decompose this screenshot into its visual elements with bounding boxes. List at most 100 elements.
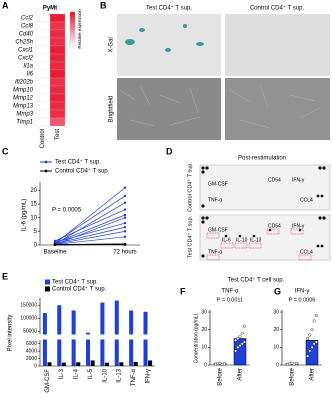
blot <box>199 214 331 261</box>
row-label: Mmp12 <box>13 96 34 102</box>
heatmap-cell <box>49 45 66 55</box>
y-axis-label: Concentration (pg/mL) <box>193 313 199 363</box>
bar <box>100 302 105 366</box>
heatmap-cell <box>49 109 66 119</box>
point <box>308 349 312 353</box>
heatmap-cell <box>34 53 51 63</box>
blot-label: IFN-γ <box>292 223 305 229</box>
blot-label: CCL4 <box>300 249 313 255</box>
heatmap-cell <box>49 21 66 31</box>
y-tick-label: 10 <box>30 215 37 221</box>
point <box>123 216 127 219</box>
highlight-box <box>290 228 304 235</box>
y-axis-label: IL-6 (pg/mL) <box>22 199 28 232</box>
bar <box>42 313 47 366</box>
y-tick-label: 50000 <box>23 329 37 335</box>
bar <box>104 362 109 366</box>
line <box>54 231 126 245</box>
y-tick-label: 0 <box>204 362 207 368</box>
heatmap-cell <box>34 109 51 119</box>
row-label: Mmp3 <box>16 112 33 118</box>
panel-letter: G <box>274 286 281 296</box>
annotation: P = 0.0011 <box>217 297 243 303</box>
point <box>310 345 314 349</box>
line <box>54 195 126 243</box>
heatmap-cell <box>49 69 66 79</box>
row-label: Cxcl2 <box>18 56 34 62</box>
line <box>54 222 126 243</box>
colorbar <box>69 11 76 47</box>
y-tick-label: 15 <box>30 202 37 208</box>
point <box>238 344 242 348</box>
point <box>236 337 240 341</box>
panel-title: Post-restimulation <box>238 156 286 162</box>
image <box>117 78 221 140</box>
colorbar-label: Relative expression <box>77 9 82 49</box>
heatmap-cell <box>34 85 51 95</box>
blot-label: TNF-α <box>208 249 222 255</box>
y-tick-label: 10 <box>201 345 207 351</box>
image <box>117 14 221 76</box>
bar <box>114 300 119 366</box>
point <box>242 324 246 328</box>
bar <box>133 361 138 366</box>
line <box>54 226 126 244</box>
row-label: Ifi202b <box>15 80 34 86</box>
point <box>312 319 316 323</box>
point <box>242 340 246 344</box>
point <box>238 335 242 339</box>
line <box>54 243 126 245</box>
heatmap-cell <box>49 85 66 95</box>
point <box>218 361 222 365</box>
y-tick-label: 0 <box>34 363 37 369</box>
y-tick-label: 10 <box>273 345 279 351</box>
heatmap-cell <box>49 53 66 63</box>
row-header: Brightfield <box>109 96 115 123</box>
x-tick-label: IL-10 <box>102 368 108 382</box>
line <box>54 244 126 246</box>
blot-label: IL-13 <box>250 237 262 243</box>
point <box>234 338 238 342</box>
y-tick-label: 150000 <box>20 303 37 309</box>
point <box>123 221 127 225</box>
y-tick-label: 100000 <box>20 316 37 322</box>
blot-label: TNF-α <box>208 197 222 203</box>
row-label: Timp1 <box>16 120 33 126</box>
point <box>123 230 127 233</box>
x-tick-label: 72 hours <box>113 250 136 256</box>
image <box>225 14 330 76</box>
blot-label: CCL4 <box>300 197 313 203</box>
blot-label: IFN-γ <box>292 177 305 183</box>
y-tick-label: 0 <box>276 362 279 368</box>
y-tick-label: 20 <box>30 188 37 194</box>
image <box>225 78 330 140</box>
line <box>54 217 126 245</box>
panel-letter: B <box>100 0 107 10</box>
point <box>53 243 57 247</box>
x-tick-label: GM-CSF <box>45 369 51 393</box>
y-tick-label: 4000 <box>26 348 37 354</box>
point <box>314 314 318 318</box>
y-axis-label: Pixel intensity <box>8 315 14 352</box>
heatmap-cell <box>34 61 51 71</box>
legend-swatch <box>45 286 50 292</box>
x-tick-label: IFN-γ <box>145 369 151 384</box>
texture <box>119 84 321 129</box>
point <box>310 328 314 332</box>
panel-title: IFN-γ <box>295 289 310 295</box>
stain <box>125 24 204 52</box>
y-tick-label: 0 <box>34 243 38 249</box>
line <box>54 209 126 242</box>
bar <box>119 362 124 366</box>
row-header: Control CD4⁺ T sup. <box>186 162 193 212</box>
bar <box>305 340 319 366</box>
heatmap-cell <box>49 13 66 23</box>
heatmap-cell <box>49 37 66 47</box>
row-label: Mmp13 <box>13 104 34 110</box>
row-header: Test CD4⁺ T sup. <box>186 215 193 258</box>
annotation: P = 0.0006 <box>289 297 316 303</box>
legend-swatch <box>44 169 48 173</box>
x-tick-label: Before <box>290 367 296 385</box>
heatmap-cell <box>34 21 51 31</box>
